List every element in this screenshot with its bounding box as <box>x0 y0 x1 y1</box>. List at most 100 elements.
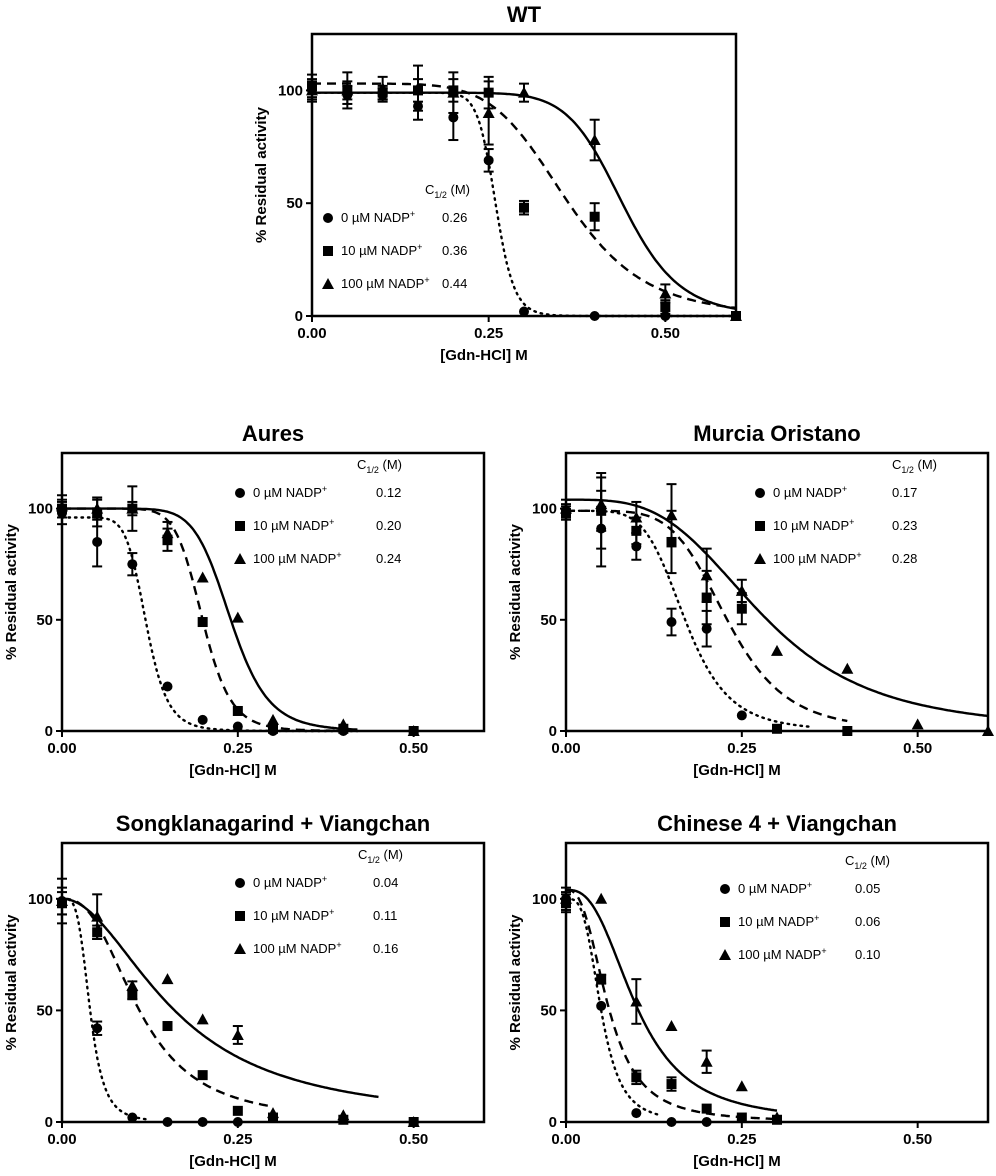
chart-3: Songklanagarind + Viangchan 0.00 0.25 0.50 0… <box>3 811 486 1170</box>
data-point <box>842 726 853 736</box>
data-point <box>560 502 572 514</box>
legend-marker <box>755 521 765 531</box>
chart-0: WT 0.00 0.25 0.50 0 50 100 [Gdn-HCl] M % Residua… <box>253 2 742 364</box>
legend-label: 0 µM NADP+ <box>738 880 812 896</box>
legend-marker <box>323 213 333 223</box>
data-point <box>56 895 68 907</box>
x-axis-label: [Gdn-HCl] M <box>440 347 527 364</box>
fit-curve <box>60 897 148 1121</box>
y-tick-label: 0 <box>45 1114 53 1131</box>
x-tick-label: 0.50 <box>399 740 428 757</box>
data-point <box>701 1103 712 1114</box>
data-point <box>666 1079 677 1090</box>
data-point <box>982 725 994 736</box>
data-point <box>519 202 529 213</box>
data-point <box>268 723 278 734</box>
data-point <box>341 84 354 96</box>
data-point <box>447 86 460 98</box>
legend-label: 0 µM NADP+ <box>341 209 415 225</box>
data-point <box>700 569 713 581</box>
data-point <box>92 536 103 547</box>
fit-curve <box>60 516 359 733</box>
data-point <box>911 718 924 730</box>
legend-header: C1/2 (M) <box>358 847 403 865</box>
legend-c-half-value: 0.17 <box>892 485 917 500</box>
data-point <box>735 584 748 596</box>
data-point <box>448 112 459 123</box>
series-circle <box>57 877 243 1127</box>
data-point <box>665 1020 678 1032</box>
legend-label: 0 µM NADP+ <box>773 484 847 500</box>
legend-label: 100 µM NADP+ <box>253 550 342 566</box>
legend-header: C1/2 (M) <box>425 182 470 200</box>
fit-curve <box>62 507 358 733</box>
y-tick-label: 0 <box>549 723 557 740</box>
legend-c-half-value: 0.26 <box>442 210 467 225</box>
legend-c-half-value: 0.12 <box>376 485 401 500</box>
data-point <box>376 82 389 94</box>
data-point <box>771 1111 783 1123</box>
x-axis-label: [Gdn-HCl] M <box>189 1153 276 1170</box>
legend-marker <box>235 878 245 888</box>
data-point <box>630 511 643 523</box>
x-axis-label: [Gdn-HCl] M <box>693 1153 780 1170</box>
data-point <box>595 498 608 510</box>
data-point <box>407 1116 420 1127</box>
data-point <box>730 310 742 321</box>
chart-title: Aures <box>242 421 304 446</box>
y-axis-label: % Residual activity <box>3 914 20 1051</box>
y-tick-label: 50 <box>36 1002 53 1019</box>
data-point <box>127 989 138 1000</box>
data-point <box>231 611 244 623</box>
data-point <box>126 502 139 514</box>
legend-c-half-value: 0.36 <box>442 243 467 258</box>
legend-c-half-value: 0.11 <box>373 908 397 923</box>
data-point <box>736 1112 747 1123</box>
series-triangle <box>560 476 994 736</box>
chart-2: Murcia Oristano 0.00 0.25 0.50 0 50 100 [Gdn-HC… <box>507 421 994 779</box>
data-point <box>306 84 318 96</box>
x-axis-label: [Gdn-HCl] M <box>693 762 780 779</box>
x-tick-label: 0.25 <box>727 740 756 757</box>
y-tick-label: 50 <box>540 612 557 629</box>
y-tick-label: 100 <box>532 891 557 908</box>
data-point <box>589 311 600 321</box>
data-point <box>736 710 747 721</box>
legend-marker <box>234 943 246 954</box>
y-tick-label: 100 <box>28 891 53 908</box>
x-tick-label: 0.00 <box>297 325 326 342</box>
series-triangle <box>56 886 420 1127</box>
y-tick-label: 100 <box>532 501 557 518</box>
data-point <box>412 82 424 94</box>
x-tick-label: 0.50 <box>399 1131 428 1148</box>
legend-c-half-value: 0.06 <box>855 914 880 929</box>
fit-curve <box>312 82 737 310</box>
data-point <box>666 1117 677 1127</box>
legend-header: C1/2 (M) <box>845 853 890 871</box>
data-point <box>232 1117 243 1127</box>
fit-curve <box>62 897 379 1099</box>
fit-curve <box>566 888 778 1112</box>
data-point <box>519 306 529 317</box>
data-point <box>407 725 420 736</box>
x-tick-label: 0.00 <box>47 740 76 757</box>
data-point <box>660 301 671 312</box>
chart-title: Chinese 4 + Viangchan <box>657 811 897 836</box>
legend-label: 10 µM NADP+ <box>253 517 334 533</box>
data-point <box>232 1105 243 1116</box>
data-point <box>735 1080 748 1092</box>
legend-c-half-value: 0.05 <box>855 881 880 896</box>
data-point <box>701 1117 712 1127</box>
data-point <box>91 502 104 514</box>
x-axis-label: [Gdn-HCl] M <box>189 762 276 779</box>
data-point <box>231 1028 244 1040</box>
data-point <box>232 705 243 716</box>
data-point <box>267 713 279 725</box>
data-point <box>92 1023 103 1034</box>
legend-label: 100 µM NADP+ <box>341 275 430 291</box>
plot-frame <box>310 32 738 318</box>
series-triangle <box>56 494 420 736</box>
legend-label: 10 µM NADP+ <box>341 242 422 258</box>
x-tick-label: 0.00 <box>551 740 580 757</box>
legend-header: C1/2 (M) <box>892 457 937 475</box>
